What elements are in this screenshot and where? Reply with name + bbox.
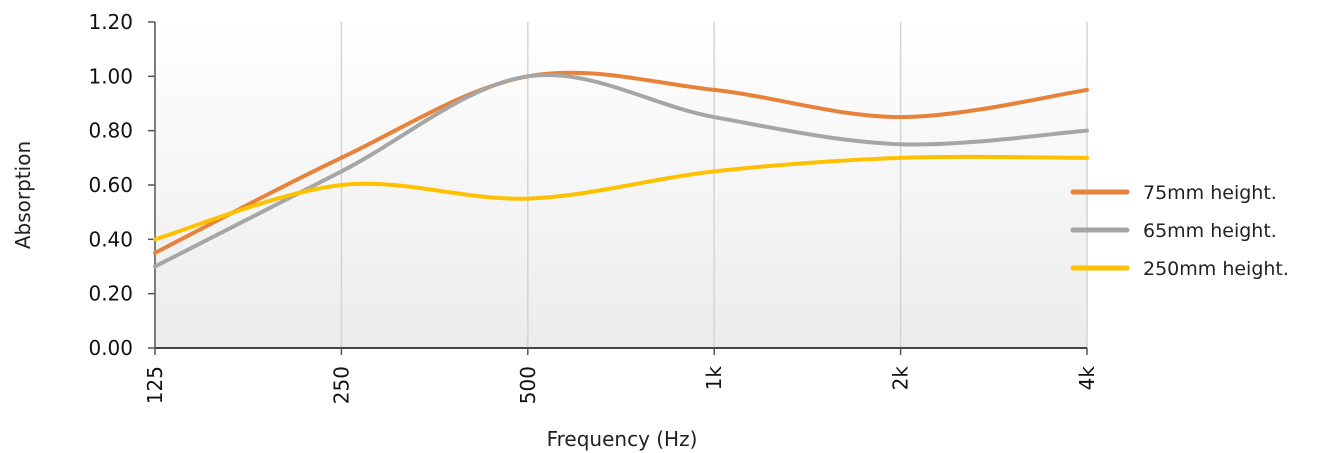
legend: 75mm height. 65mm height. 250mm height. <box>1070 182 1289 280</box>
legend-label-0: 75mm height. <box>1143 182 1277 204</box>
legend-label-2: 250mm height. <box>1143 258 1289 280</box>
y-tick-label: 1.20 <box>88 10 133 34</box>
series-line-0 <box>153 70 1089 255</box>
y-tick-label: 0.20 <box>88 282 133 306</box>
y-tick-label: 0.60 <box>88 173 133 197</box>
series-line-1 <box>153 73 1089 269</box>
x-tick-label: 250 <box>329 366 353 404</box>
x-axis-title: Frequency (Hz) <box>547 427 698 451</box>
y-axis-title: Absorption <box>11 141 35 249</box>
series-line-2 <box>153 154 1089 242</box>
y-tick-label: 0.00 <box>88 336 133 360</box>
x-tick-label: 125 <box>143 366 167 404</box>
x-tick-label: 500 <box>516 366 540 404</box>
series-lines <box>153 70 1089 269</box>
y-tick-label: 0.80 <box>88 119 133 143</box>
axes <box>148 21 1088 355</box>
tick-labels: 0.00 0.20 0.40 0.60 0.80 1.00 1.20 125 250 500 1k 2… <box>88 10 1099 404</box>
y-tick-label: 1.00 <box>88 64 133 88</box>
x-tick-label: 4k <box>1075 366 1099 391</box>
legend-label-1: 65mm height. <box>1143 220 1277 242</box>
x-tick-label: 1k <box>702 366 726 391</box>
y-tick-label: 0.40 <box>88 227 133 251</box>
x-tick-label: 2k <box>889 366 913 391</box>
